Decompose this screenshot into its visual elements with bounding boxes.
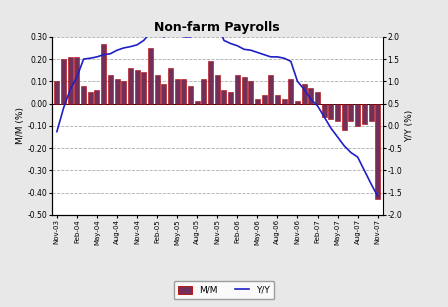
Bar — [255, 99, 260, 104]
Bar — [268, 75, 273, 104]
Bar — [74, 57, 79, 104]
Bar — [289, 79, 293, 104]
Bar — [308, 88, 313, 104]
Bar — [134, 70, 140, 104]
Bar — [342, 104, 347, 130]
Bar — [355, 104, 360, 126]
Title: Non-farm Payrolls: Non-farm Payrolls — [155, 21, 280, 34]
Legend: M/M, Y/Y: M/M, Y/Y — [173, 282, 275, 299]
Bar — [175, 79, 180, 104]
Bar — [362, 104, 367, 124]
Bar — [148, 48, 153, 104]
Bar — [121, 81, 126, 104]
Bar — [228, 92, 233, 104]
Bar — [275, 95, 280, 104]
Bar — [241, 77, 246, 104]
Bar — [315, 92, 320, 104]
Bar — [322, 104, 327, 117]
Bar — [235, 75, 240, 104]
Bar — [262, 95, 267, 104]
Bar — [155, 75, 159, 104]
Bar — [202, 79, 207, 104]
Bar — [128, 68, 133, 104]
Bar — [221, 90, 227, 104]
Y-axis label: Y/Y (%): Y/Y (%) — [405, 110, 414, 142]
Bar — [181, 79, 186, 104]
Bar — [188, 86, 193, 104]
Bar — [302, 84, 307, 104]
Bar — [68, 57, 73, 104]
Bar — [95, 90, 99, 104]
Bar — [161, 84, 166, 104]
Bar — [248, 81, 253, 104]
Y-axis label: M/M (%): M/M (%) — [16, 107, 25, 144]
Bar — [88, 92, 93, 104]
Bar — [54, 81, 60, 104]
Bar — [81, 86, 86, 104]
Bar — [215, 75, 220, 104]
Bar — [168, 68, 173, 104]
Bar — [141, 72, 146, 104]
Bar — [101, 44, 106, 104]
Bar — [108, 75, 113, 104]
Bar — [195, 101, 200, 104]
Bar — [335, 104, 340, 121]
Bar — [295, 101, 300, 104]
Bar — [61, 59, 66, 104]
Bar — [349, 104, 353, 121]
Bar — [208, 61, 213, 104]
Bar — [375, 104, 380, 199]
Bar — [282, 99, 287, 104]
Bar — [369, 104, 374, 121]
Bar — [115, 79, 120, 104]
Bar — [328, 104, 333, 119]
